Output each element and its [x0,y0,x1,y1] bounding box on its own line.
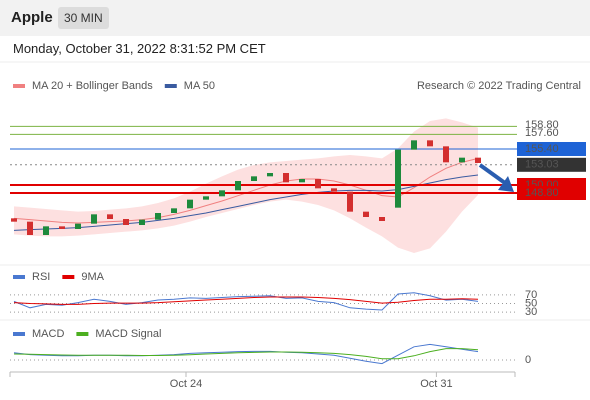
candle [123,219,129,225]
candle [299,179,305,183]
candle [43,226,49,235]
level-box [517,157,586,172]
x-tick-label: Oct 24 [170,378,202,390]
candle [427,140,433,147]
legend-swatch [164,84,177,88]
y-tick-label: 0 [525,354,531,366]
title: Apple [11,9,53,26]
candle [363,211,369,217]
candle [59,226,65,229]
legend-label: MACD Signal [95,328,161,340]
interval-button[interactable]: 30 MIN [58,7,109,29]
candle [475,157,481,163]
y-tick-label: 70 [525,289,537,301]
legend-label: MACD [32,328,64,340]
candle [187,199,193,209]
indicator-line [13,348,479,360]
legend-swatch [13,275,25,279]
level-label: 153.03 [525,159,559,171]
candle [219,190,225,197]
candle [107,214,113,219]
level-label: 158.80 [525,119,559,131]
candle [139,219,145,225]
level-label: 155.40 [525,143,559,155]
candle [267,173,273,177]
datetime: Monday, October 31, 2022 8:31:52 PM CET [13,41,266,56]
candle [251,176,257,181]
legend-swatch [13,332,25,336]
candle [155,213,161,220]
level-box [517,186,586,200]
candle [443,146,449,163]
indicator-line [13,296,479,305]
x-tick-label: Oct 31 [420,378,452,390]
level-label: 148.80 [525,187,559,199]
legend-swatch [62,275,75,279]
candle [91,214,97,224]
legend-label: MA 50 [184,80,215,92]
legend-swatch [76,332,89,336]
forecast-arrowhead [498,176,514,192]
candle [315,179,321,189]
candle [11,218,17,222]
credit: Research © 2022 Trading Central [417,80,581,92]
candle [171,208,177,213]
candle [395,149,401,208]
y-tick-label: 50 [525,297,537,309]
candle [379,217,385,221]
candle [331,188,337,192]
candle [203,196,209,200]
candle [75,223,81,229]
legend-label: 9MA [81,271,104,283]
candle [347,191,353,212]
legend-label: RSI [32,271,50,283]
candle [283,173,289,183]
indicator-line [13,343,479,365]
level-label: 157.60 [525,127,559,139]
top-bar: Apple 30 MIN [0,0,590,36]
candle [411,140,417,150]
candle [235,181,241,191]
y-tick-label: 30 [525,306,537,318]
indicator-line [13,292,479,311]
legend-label: MA 20 + Bollinger Bands [32,80,153,92]
legend-swatch [13,84,25,88]
level-box [517,142,586,156]
candle [27,221,33,235]
forecast-arrow [478,163,507,185]
candle [459,157,465,163]
